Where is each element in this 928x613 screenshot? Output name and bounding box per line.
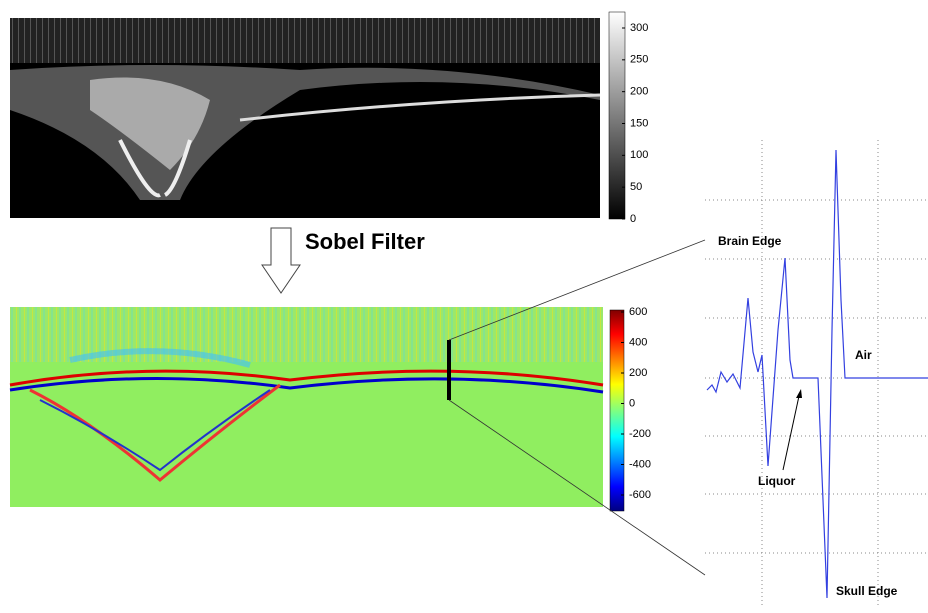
- annotation: Air: [855, 348, 872, 362]
- tick-label: -600: [629, 489, 651, 501]
- sobel-image: [9, 307, 604, 507]
- annotation-arrow: [782, 395, 800, 471]
- mri-image: [10, 18, 601, 218]
- colorbar-ticks: 600 400 200 0 -200 -400 -600: [621, 306, 651, 501]
- annotation: Skull Edge: [836, 584, 898, 598]
- profile-plot: [705, 140, 928, 608]
- colorbar: [608, 11, 626, 220]
- tick-label: 400: [629, 336, 647, 348]
- down-arrow: [261, 227, 301, 294]
- tick-label: -200: [629, 428, 651, 440]
- tick-label: 0: [629, 397, 635, 409]
- tick-label: 0: [630, 213, 636, 225]
- profile-curve: [706, 149, 928, 599]
- zoom-line: [448, 399, 706, 576]
- tick-label: 200: [629, 367, 647, 379]
- colorbar-ticks: 300 250 200 150 100 50 0: [622, 22, 648, 225]
- annotation: Liquor: [758, 474, 796, 488]
- colorbar: [609, 309, 625, 512]
- tick-label: 300: [630, 22, 648, 34]
- tick-label: 150: [630, 117, 648, 129]
- annotation: Brain Edge: [718, 234, 782, 248]
- tick-label: 50: [630, 181, 642, 193]
- tick-label: 600: [629, 306, 647, 318]
- tick-label: 250: [630, 54, 648, 66]
- tick-label: 200: [630, 86, 648, 98]
- arrow-head: [796, 389, 802, 398]
- zoom-line: [448, 239, 706, 341]
- tick-label: -400: [629, 458, 651, 470]
- process-label: Sobel Filter: [305, 229, 425, 254]
- tick-label: 100: [630, 149, 648, 161]
